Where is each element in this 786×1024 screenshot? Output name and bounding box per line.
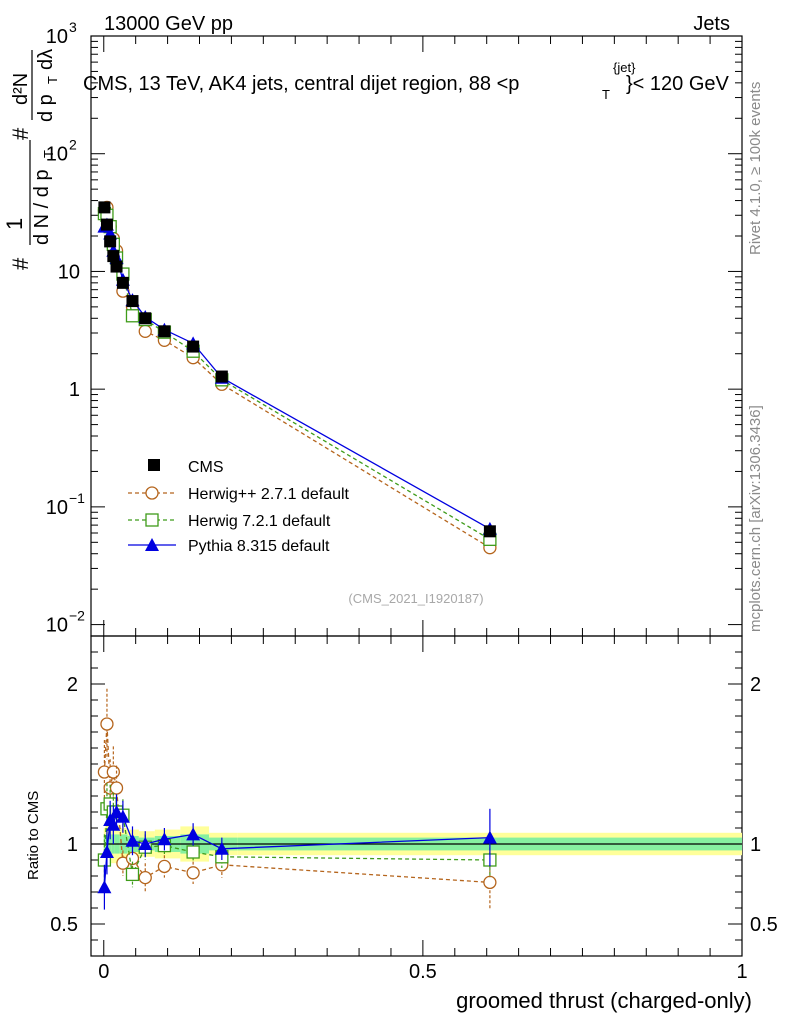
ratio-point-herwigpp [109, 781, 124, 795]
ratio-series [97, 688, 497, 910]
ratio-xtick-label-2: 1 [736, 961, 747, 983]
main-line-pythia [103, 223, 491, 530]
ratio-xlabel: groomed thrust (charged-only) [456, 988, 752, 1013]
main-ytick-exp-5: 3 [69, 19, 77, 35]
ratio-point-herwigpp [157, 859, 172, 874]
mcplots-label: mcplots.cern.ch [arXiv:1306.3436] [747, 405, 764, 632]
ratio-point-pythia [99, 845, 114, 858]
ylabel-dN: d N / d p [31, 169, 53, 245]
ylabel-dpT: d p [35, 94, 57, 122]
main-ytick-exp-0: −2 [69, 608, 85, 624]
ylabel-hash2: # [8, 127, 33, 140]
title-tail: }< 120 GeV [626, 73, 730, 95]
legend-pythia-label: Pythia 8.315 default [188, 538, 330, 555]
ratio-point-herwigpp [138, 870, 152, 885]
ratio-point-herwigpp [186, 866, 200, 880]
ratio-point-herwigpp [483, 875, 497, 890]
ratio-point-pythia [115, 809, 130, 823]
main-point-cms [215, 370, 228, 383]
ratio-point-pythia [138, 837, 153, 850]
legend-herwigpp-label: Herwig++ 2.7.1 default [188, 486, 350, 503]
ylabel-dpT-sub: T [45, 76, 60, 84]
main-ytick-label-3: 10 [58, 261, 80, 283]
ratio-xtick-label-1: 0.5 [409, 961, 437, 983]
legend-cms-label: CMS [188, 459, 224, 476]
ratio-ylabel: Ratio to CMS [25, 791, 42, 880]
main-ytick-exp-1: −1 [69, 490, 85, 506]
legend-herwigpp-marker [145, 486, 159, 500]
header-left: 13000 GeV pp [104, 13, 233, 35]
ylabel-one: 1 [2, 218, 27, 230]
analysis-watermark: (CMS_2021_I1920187) [348, 591, 483, 606]
title-subscript: T [602, 87, 610, 102]
ylabel-hash1: # [8, 257, 33, 270]
rivet-label: Rivet 4.1.0, ≥ 100k events [747, 82, 764, 255]
main-point-cms [187, 340, 200, 353]
ratio-point-pythia [125, 833, 140, 847]
main-ytick-exp-4: 2 [69, 137, 77, 153]
legend-cms-marker [148, 459, 160, 471]
ratio-point-pythia [482, 830, 497, 844]
main-ytick-label-4: 10 [46, 144, 68, 166]
main-ylabel: # 1 d N / d p T # d²N d p T dλ [2, 49, 60, 270]
main-point-herwig7 [125, 309, 140, 323]
main-point-cms [139, 312, 152, 325]
ratio-series-pythia [97, 794, 497, 910]
header-right: Jets [693, 13, 730, 35]
ratio-line-herwigpp [103, 723, 490, 884]
ratio-ytick-label-right-1: 1 [750, 834, 761, 856]
ratio-point-pythia [157, 832, 172, 846]
main-ytick-label-1: 10 [46, 497, 68, 519]
main-point-cms [104, 235, 117, 248]
ratio-point-herwigpp [106, 765, 120, 779]
ratio-point-herwig7 [186, 845, 200, 859]
ratio-point-pythia [109, 805, 124, 818]
main-series-cms [98, 201, 496, 538]
ylabel-d2N: d²N [10, 73, 32, 105]
ratio-point-herwig7 [125, 867, 140, 882]
ratio-point-pythia [186, 827, 201, 841]
legend-pythia-marker [145, 538, 159, 551]
title-main: CMS, 13 TeV, AK4 jets, central dijet reg… [83, 73, 519, 95]
main-point-cms [110, 260, 123, 273]
main-point-cms [483, 525, 496, 538]
ratio-series-herwigpp [97, 688, 497, 910]
main-point-cms [98, 201, 111, 214]
legend-herwig7-label: Herwig 7.2.1 default [188, 513, 331, 530]
ratio-ytick-label-2: 2 [67, 674, 78, 696]
main-ytick-label-5: 10 [46, 26, 68, 48]
title-superscript: {jet} [613, 60, 636, 75]
plot-title: CMS, 13 TeV, AK4 jets, central dijet reg… [83, 73, 519, 95]
ratio-point-herwigpp [100, 717, 114, 731]
main-series [97, 200, 497, 555]
ratio-ytick-label-right-0: 0.5 [750, 914, 778, 936]
ratio-ytick-label-1: 1 [67, 834, 78, 856]
ratio-point-pythia [214, 841, 229, 855]
ratio-xtick-label-0: 0 [98, 961, 109, 983]
ratio-ytick-label-right-2: 2 [750, 674, 761, 696]
main-point-cms [116, 276, 129, 289]
ratio-ticks: 0.5 0.5 1 1 2 2 0 0.5 1 [50, 636, 778, 983]
ratio-point-pythia [97, 880, 112, 894]
legend: CMS Herwig++ 2.7.1 default Herwig 7.2.1 … [128, 459, 350, 555]
main-point-cms [100, 218, 113, 231]
ylabel-dlambda: dλ [35, 49, 57, 70]
ratio-ytick-label-0: 0.5 [50, 914, 78, 936]
main-point-cms [158, 325, 171, 338]
legend-herwig7-marker [145, 513, 159, 527]
main-ytick-label-0: 10 [46, 615, 68, 637]
main-point-cms [126, 295, 139, 308]
main-ytick-label-2: 1 [69, 379, 80, 401]
ratio-frame [90, 635, 743, 957]
main-point-herwigpp [138, 324, 152, 338]
main-point-cms [107, 250, 120, 263]
ratio-panel: 0.5 0.5 1 1 2 2 0 0.5 1 Ratio to CMS groomed thr… [25, 635, 778, 1013]
ylabel-dN-sub: T [41, 150, 56, 158]
